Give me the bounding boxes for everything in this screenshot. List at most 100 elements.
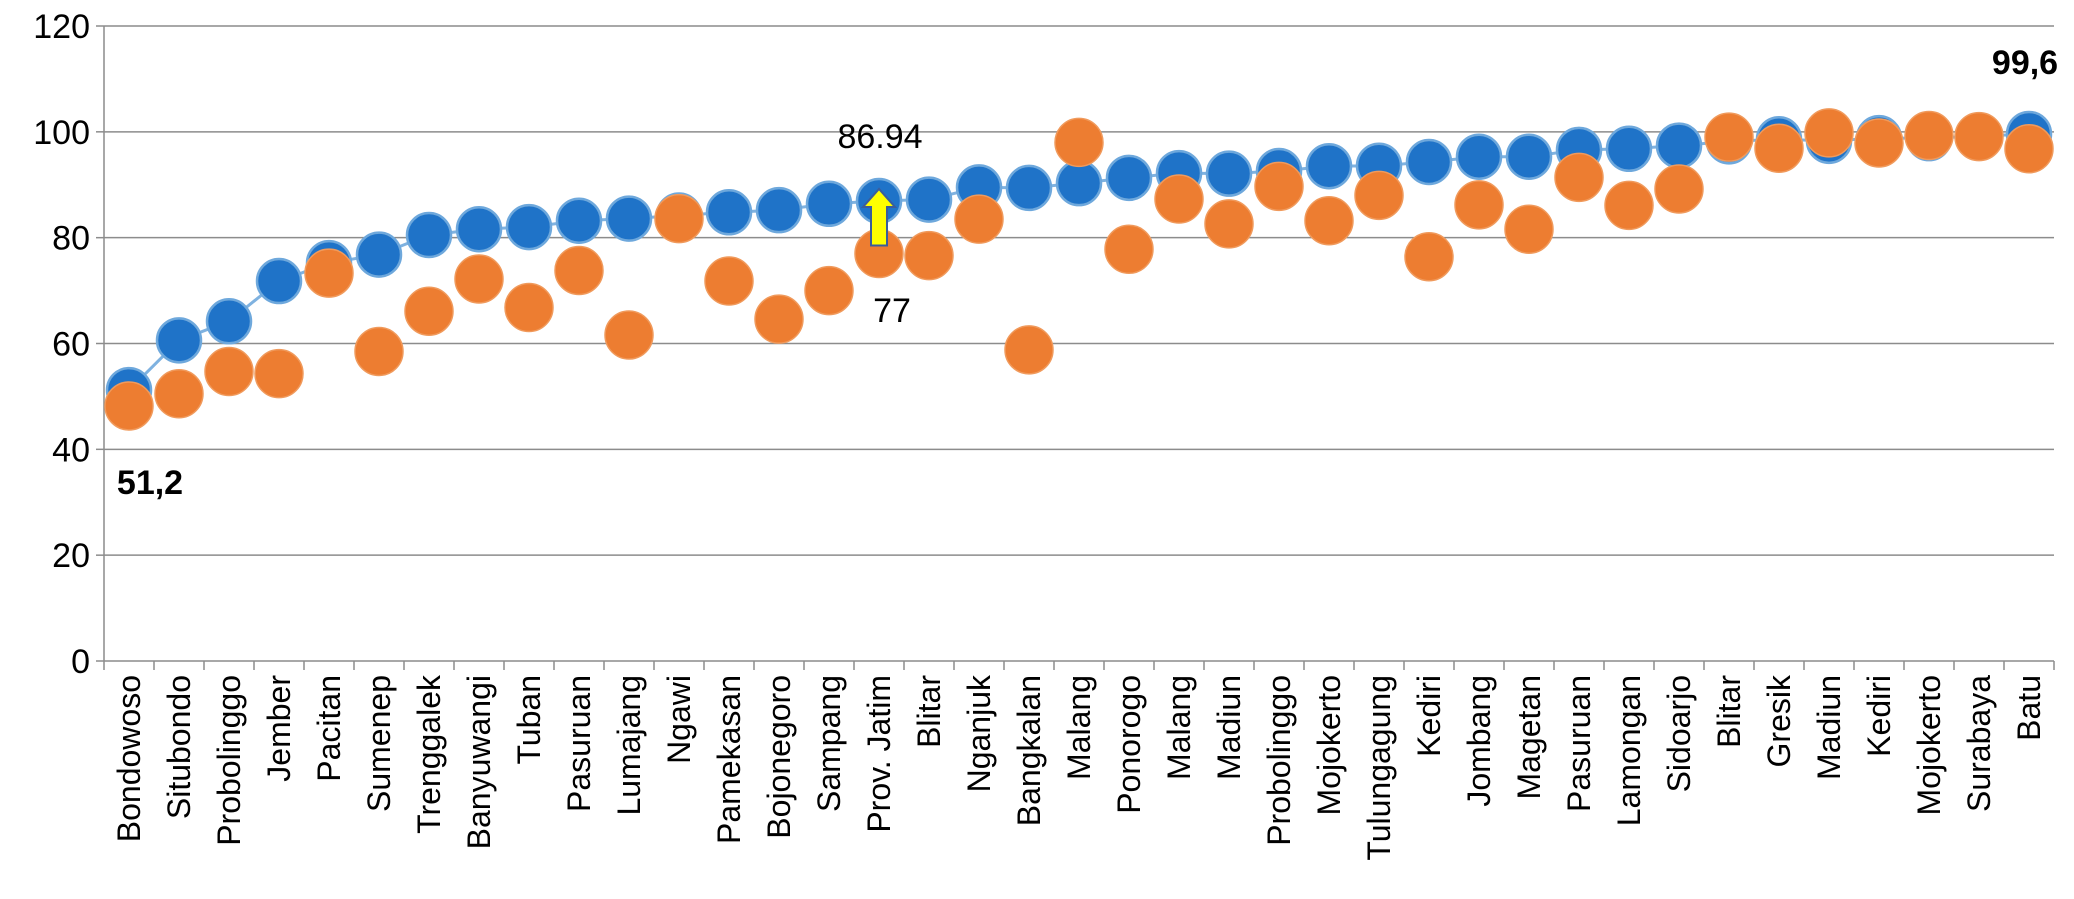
series-orange-point [1854,118,1904,168]
series-orange-point [154,369,204,419]
x-tick-label: Sumenep [361,675,397,812]
x-tick-label: Blitar [1711,675,1747,748]
series-orange-point [1154,174,1204,224]
x-tick-label: Jombang [1461,675,1497,807]
x-tick-label: Malang [1061,675,1097,780]
series-orange-point [304,248,354,298]
x-tick-label: Blitar [911,675,947,748]
x-tick-label: Lumajang [611,675,647,816]
series-orange-point [1904,110,1954,161]
x-tick-label: Pasuruan [561,675,597,812]
x-tick-label: Bojonegoro [761,675,797,839]
x-tick-label: Kediri [1411,675,1447,757]
series-orange-point [904,230,954,281]
series-orange-point [1404,231,1454,282]
series-blue-point [205,298,253,345]
y-tick-label: 60 [52,326,90,364]
x-tick-label: Sampang [811,675,847,812]
series-blue-point [1205,150,1253,197]
series-blue-point [155,317,203,364]
series-orange-point [104,381,154,431]
y-tick-label: 0 [71,643,90,681]
x-tick-label: Lamongan [1611,675,1647,826]
x-tick-label: Kediri [1861,675,1897,757]
x-axis [103,26,2055,670]
series-orange-point [654,193,704,244]
series-orange-point [2004,124,2054,174]
series-blue-point [505,203,553,251]
series-blue-point [255,257,303,305]
x-tick-label: Prov. Jatim [861,675,897,833]
series-orange-point [404,286,454,336]
series-blue-point [1655,122,1703,169]
series-blue-point [805,180,853,228]
min-value-label: 51,2 [117,464,183,502]
annotations: 86.94 77 51,2 99,6 [117,44,2058,502]
series-orange-point [1354,170,1404,221]
x-tick-label: Ngawi [661,675,697,764]
series-orange-point [1654,164,1704,214]
x-tick-label: Madiun [1811,675,1847,780]
x-tick-label: Magetan [1511,675,1547,800]
x-tick-label: Situbondo [161,675,197,819]
series-orange-point [704,256,754,306]
y-tick-label: 100 [33,114,90,152]
x-tick-label: Bondowoso [111,675,147,842]
x-tick-label: Banyuwangi [461,675,497,849]
x-tick-label: Pamekasan [711,675,747,844]
series-orange-point [1204,199,1254,249]
y-tick-label: 20 [52,537,90,575]
series-orange-point [1304,195,1354,246]
series-orange-point [1754,123,1804,173]
series-orange-point [1954,111,2004,162]
series-blue-point [905,176,953,223]
x-tick-label: Madiun [1211,675,1247,780]
series-orange-point [1004,325,1054,375]
series-blue-point [555,197,603,244]
series-blue-point [455,205,503,253]
series-orange-point [354,326,404,377]
x-tick-label: Surabaya [1961,675,1997,812]
x-tick-label: Sidoarjo [1661,675,1697,792]
series-blue-point [605,195,653,242]
series-orange-point [1504,204,1554,254]
series-orange-point [1604,180,1654,231]
x-tick-label: Tuban [511,675,547,765]
x-tick-label: Pasuruan [1561,675,1597,812]
x-tick-label: Gresik [1761,674,1797,767]
x-tick-label: Nganjuk [961,674,997,792]
x-tick-label: Tulungagung [1361,675,1397,861]
max-value-label: 99,6 [1992,44,2058,82]
x-tick-label: Probolinggo [211,675,247,846]
y-axis: 0 20 40 60 80 100 120 [33,8,104,681]
x-tick-label: Malang [1161,675,1197,780]
series-orange-point [1254,161,1304,212]
series-orange-point [754,294,804,344]
x-axis-labels: Bondowoso Situbondo Probolinggo Jember Pacit… [111,674,2047,861]
y-tick-label: 80 [52,220,90,258]
series-orange-point [954,194,1004,244]
series-orange-point [204,346,254,397]
series-blue [105,110,2053,414]
series-blue-point [1305,142,1353,190]
series-orange-point [1454,180,1504,230]
series-orange-point [1704,112,1754,162]
series-blue-point [1455,133,1503,180]
x-tick-label: Mojokerto [1911,675,1947,816]
series-blue-point [1505,133,1553,180]
x-tick-label: Probolinggo [1261,675,1297,846]
series-orange-point [804,265,854,316]
series-orange-point [1104,224,1154,275]
series-orange-point [604,310,654,360]
series-blue-point [1105,154,1153,202]
series-orange-point [504,282,554,333]
series-orange [104,108,2054,431]
series-blue-point [1405,138,1453,186]
series-orange-point [454,254,504,304]
series-orange-point [1554,152,1604,203]
prov-blue-value-label: 86.94 [837,118,922,156]
x-tick-label: Mojokerto [1311,675,1347,816]
x-tick-label: Trenggalek [411,674,447,834]
series-blue-point [755,186,803,234]
